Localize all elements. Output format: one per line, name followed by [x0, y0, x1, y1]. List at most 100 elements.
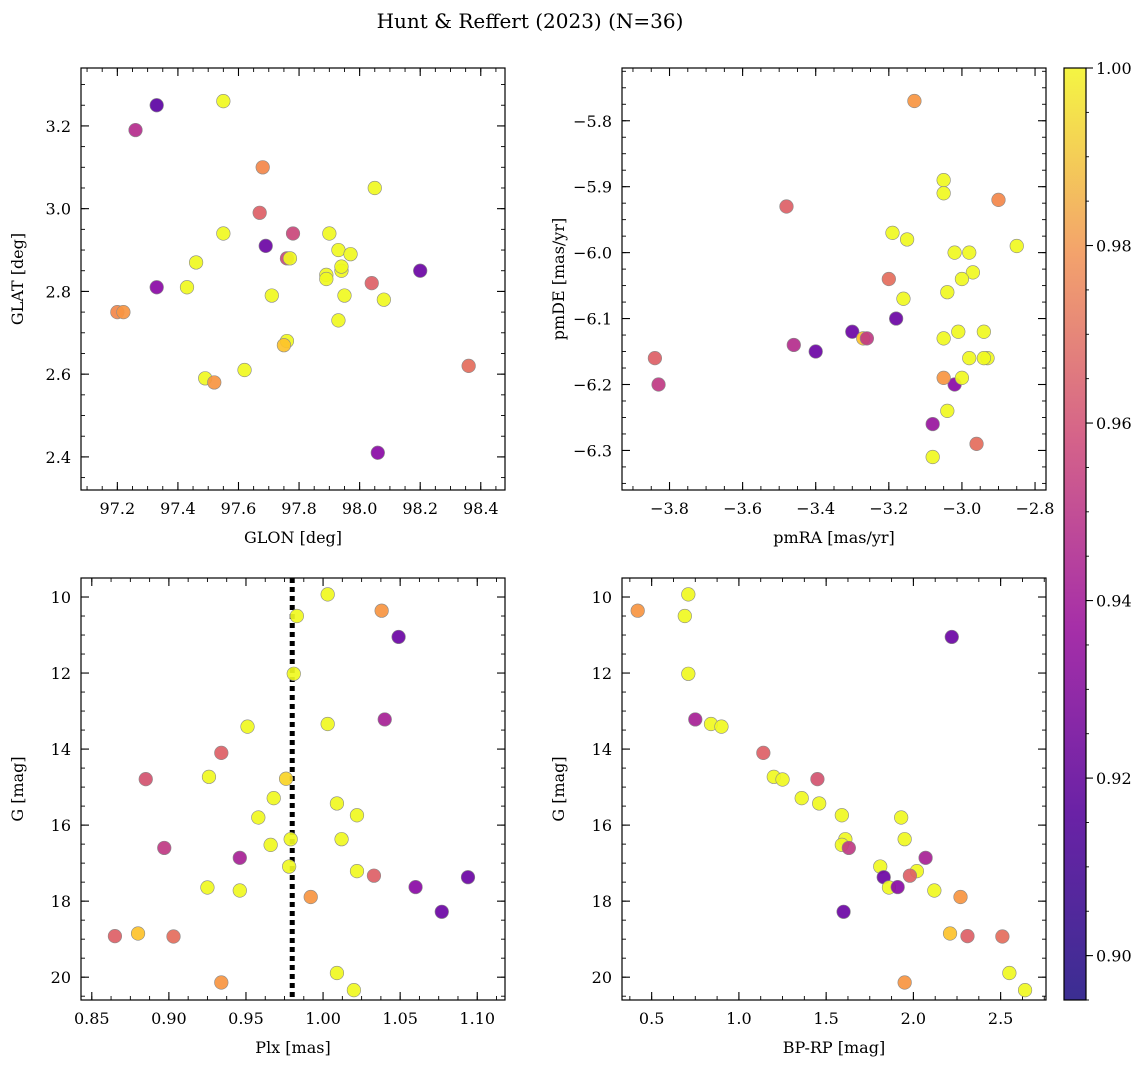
data-point	[128, 122, 143, 138]
data-point	[107, 929, 123, 944]
data-point	[976, 351, 991, 366]
data-point	[953, 889, 968, 905]
x-tick-label: −3.4	[796, 499, 835, 518]
data-point	[216, 226, 231, 241]
axes-frame	[80, 67, 506, 491]
major-ticks: 0.5 1.0 1.5 2.0 2.5 10 12 14 16 18 20	[592, 578, 1046, 1028]
data-point	[366, 868, 382, 883]
data-point	[976, 324, 991, 339]
x-tick-label: 97.8	[281, 499, 317, 518]
y-tick-label: 12	[51, 664, 71, 683]
major-ticks: −3.8 −3.6 −3.4 −3.2 −3.0 −2.8 −6.3 −6.2 −6.1 −6.0…	[573, 68, 1054, 518]
data-point	[334, 832, 349, 847]
x-tick-label: 97.4	[160, 499, 196, 518]
y-tick-label: −6.3	[573, 441, 612, 460]
panel-bprp-g: 0.5 1.0 1.5 2.0 2.5 10 12 14 16 18 20 BP-RP [mag] G …	[549, 577, 1047, 1057]
y-tick-label: 2.8	[46, 282, 71, 301]
data-point	[940, 285, 955, 300]
data-point	[936, 172, 951, 188]
data-point	[630, 603, 645, 618]
data-point	[936, 186, 951, 201]
data-point	[214, 975, 229, 990]
data-point	[364, 276, 379, 291]
y-tick-label: −6.1	[573, 310, 612, 329]
data-point	[647, 351, 662, 366]
data-point	[786, 337, 801, 353]
colorbar-tick-label: 0.90	[1096, 947, 1132, 966]
data-point	[894, 810, 909, 825]
y-axis-label: pmDE [mas/yr]	[549, 218, 568, 341]
x-tick-label: 97.2	[100, 499, 136, 518]
data-point	[897, 975, 912, 990]
data-point	[263, 837, 278, 852]
y-tick-label: 12	[592, 664, 612, 683]
y-tick-label: −5.8	[573, 112, 612, 131]
data-point	[329, 965, 345, 981]
data-point	[232, 883, 247, 898]
data-point	[322, 226, 337, 241]
scatter-points	[110, 93, 476, 460]
colorbar-tick-label: 0.94	[1096, 592, 1132, 611]
y-tick-label: 20	[51, 968, 71, 987]
y-tick-label: 14	[51, 740, 71, 759]
x-tick-label: 97.6	[221, 499, 257, 518]
data-point	[377, 712, 392, 727]
data-point	[925, 416, 940, 432]
data-point	[370, 445, 385, 460]
data-point	[374, 603, 389, 618]
y-tick-label: 18	[51, 892, 71, 911]
data-point	[334, 259, 349, 274]
scatter-points	[630, 587, 1033, 998]
data-point	[960, 929, 975, 944]
data-point	[157, 840, 172, 856]
data-point	[237, 362, 252, 378]
minor-ticks	[622, 68, 1046, 490]
data-point	[282, 251, 298, 266]
x-axis-label: BP-RP [mag]	[783, 1038, 885, 1057]
y-tick-label: 10	[51, 588, 71, 607]
data-point	[349, 808, 365, 823]
data-point	[812, 796, 827, 811]
x-tick-label: 98.0	[342, 499, 378, 518]
data-point	[283, 832, 298, 847]
data-point	[251, 810, 266, 825]
data-point	[775, 772, 790, 787]
data-point	[346, 983, 362, 998]
figure-title: Hunt & Reffert (2023) (N=36)	[377, 9, 684, 33]
x-tick-label: 98.4	[463, 499, 499, 518]
x-tick-label: −3.6	[723, 499, 762, 518]
data-point	[188, 255, 204, 270]
y-axis-label: GLAT [deg]	[8, 233, 27, 325]
data-point	[149, 98, 164, 113]
data-point	[779, 199, 794, 214]
y-tick-label: 18	[592, 892, 612, 911]
data-point	[845, 324, 860, 339]
data-point	[962, 245, 977, 260]
data-point	[885, 225, 900, 240]
data-point	[927, 883, 942, 898]
panel-glon-glat: 97.2 97.4 97.6 97.8 98.0 98.2 98.4 2.4 2.6 2.8 3.0…	[8, 67, 506, 547]
data-point	[651, 377, 666, 392]
data-point	[130, 926, 146, 941]
data-point	[207, 375, 222, 390]
data-point	[681, 666, 696, 681]
data-point	[367, 180, 382, 196]
y-tick-label: 14	[592, 740, 612, 759]
panel-plx-g: 0.85 0.90 0.95 1.00 1.05 1.10 10 12 14 16 18 20 Plx …	[8, 577, 506, 1057]
y-axis-label: G [mag]	[549, 756, 568, 821]
data-point	[434, 904, 449, 919]
data-point	[936, 331, 951, 346]
data-point	[278, 771, 294, 786]
data-point	[794, 791, 809, 806]
data-point	[947, 245, 962, 260]
data-point	[216, 93, 231, 109]
minor-ticks	[622, 577, 1046, 1000]
data-point	[408, 879, 423, 895]
data-point	[289, 608, 304, 624]
data-point	[881, 271, 896, 287]
data-point	[681, 587, 696, 602]
major-ticks: 0.85 0.90 0.95 1.00 1.05 1.10 10 12 14 16 18 20	[51, 578, 505, 1028]
data-point	[897, 832, 912, 847]
x-tick-label: −3.8	[650, 499, 689, 518]
